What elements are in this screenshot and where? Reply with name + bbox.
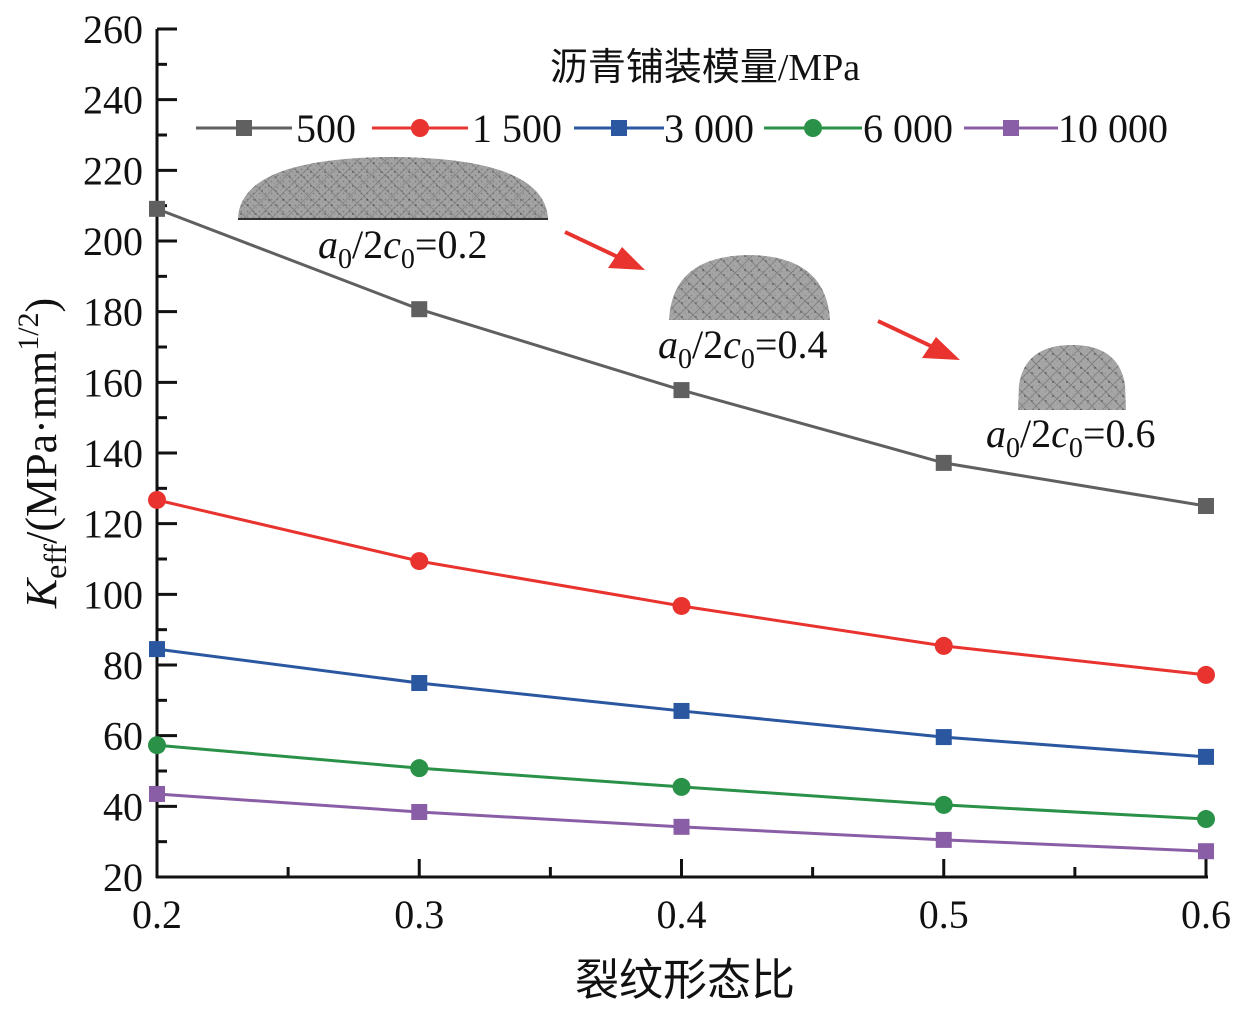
- x-tick-label: 0.3: [394, 892, 444, 937]
- data-point: [148, 490, 166, 509]
- legend-item-10000: 10 000: [964, 106, 1168, 151]
- data-point: [934, 795, 953, 814]
- data-point: [935, 831, 952, 848]
- y-tick-label: 100: [83, 572, 143, 617]
- legend-label: 10 000: [1058, 106, 1168, 151]
- legend-title: 沥青铺装模量/MPa: [550, 47, 860, 89]
- y-tick-label: 40: [103, 784, 143, 829]
- legend: 沥青铺装模量/MPa 500 1 500 3 000 6 000 10 000: [196, 47, 1168, 151]
- series-6000: [148, 736, 1215, 829]
- data-point: [672, 596, 691, 615]
- y-tick-label: 60: [103, 714, 143, 759]
- x-tick-label: 0.6: [1181, 892, 1231, 937]
- legend-item-6000: 6 000: [764, 106, 953, 151]
- data-point: [411, 301, 428, 318]
- legend-label: 6 000: [863, 106, 953, 151]
- legend-label: 500: [296, 106, 356, 151]
- legend-items: 500 1 500 3 000 6 000 10 000: [196, 106, 1168, 151]
- data-point: [1198, 843, 1214, 860]
- x-ticks: 0.2 0.3 0.4 0.5 0.6: [132, 859, 1231, 937]
- legend-item-1500: 1 500: [372, 106, 562, 151]
- x-tick-label: 0.4: [657, 892, 707, 937]
- y-tick-label: 20: [103, 855, 143, 900]
- crack-insets: a0/2c0=0.2 a0/2c0=0.4 a0/2c0=0.6: [238, 157, 1155, 464]
- y-tick-label: 160: [83, 360, 143, 405]
- data-point: [935, 454, 952, 471]
- y-tick-label: 80: [103, 643, 143, 688]
- y-tick-label: 240: [83, 78, 143, 123]
- data-point: [411, 803, 428, 820]
- y-tick-label: 220: [83, 148, 143, 193]
- legend-label: 1 500: [472, 106, 562, 151]
- y-tick-label: 140: [83, 431, 143, 476]
- y-ticks: 20 40 60 80 100 120 140 160 180 200 220 240 260: [83, 7, 177, 900]
- data-point: [672, 777, 691, 796]
- data-point: [1198, 748, 1214, 765]
- series-line: [156, 498, 1207, 677]
- y-tick-label: 120: [83, 502, 143, 547]
- data-point: [149, 641, 165, 658]
- legend-item-500: 500: [196, 106, 356, 151]
- data-point: [935, 729, 952, 746]
- legend-marker: [1003, 120, 1019, 136]
- x-tick-label: 0.5: [919, 892, 969, 937]
- data-point: [148, 736, 166, 755]
- y-tick-label: 260: [83, 7, 143, 52]
- data-point: [673, 382, 690, 399]
- data-point: [149, 200, 165, 217]
- crack-mesh-0.4: [669, 255, 830, 320]
- data-point: [934, 636, 953, 655]
- data-point: [410, 759, 429, 778]
- data-point: [673, 818, 690, 835]
- x-tick-label: 0.2: [132, 892, 182, 937]
- crack-mesh-0.2: [238, 157, 548, 220]
- data-point: [673, 702, 690, 719]
- y-tick-label: 180: [83, 290, 143, 335]
- x-axis-title: 裂纹形态比: [575, 956, 795, 1005]
- legend-marker: [611, 120, 627, 136]
- series-layer: [148, 200, 1215, 860]
- legend-label: 3 000: [664, 106, 754, 151]
- data-point: [411, 675, 428, 692]
- data-point: [149, 785, 165, 802]
- legend-marker: [804, 119, 822, 137]
- series-3000: [149, 641, 1214, 765]
- annotation-0.6: a0/2c0=0.6: [986, 411, 1155, 464]
- data-point: [410, 552, 429, 571]
- data-point: [1197, 665, 1215, 684]
- annotation-0.4: a0/2c0=0.4: [658, 322, 827, 375]
- crack-mesh-0.6: [1018, 345, 1126, 410]
- legend-marker: [411, 119, 429, 137]
- data-point: [1197, 810, 1215, 829]
- arrow-2: [877, 319, 960, 360]
- data-point: [1198, 498, 1214, 514]
- y-axis-title: Keff/(MPa·mm1/2): [12, 298, 73, 609]
- series-10000: [149, 785, 1214, 860]
- series-500: [149, 200, 1214, 514]
- y-tick-label: 200: [83, 219, 143, 264]
- arrow-1: [564, 230, 645, 270]
- annotation-0.2: a0/2c0=0.2: [318, 222, 487, 275]
- legend-marker: [236, 120, 252, 136]
- series-1500: [148, 490, 1215, 684]
- legend-item-3000: 3 000: [574, 106, 754, 151]
